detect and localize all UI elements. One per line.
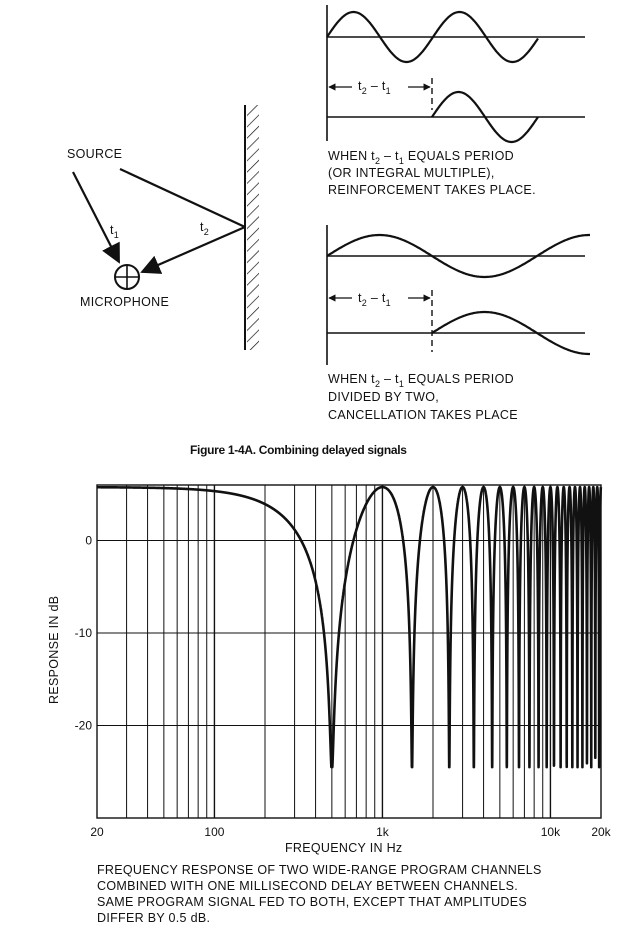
x-tick-label: 1k	[376, 825, 390, 839]
y-tick-label: -20	[75, 719, 93, 733]
reinforce-interval-label: t2 – t1	[358, 79, 391, 96]
direct-path-arrow	[72, 171, 120, 264]
chart-y-axis-label: RESPONSE IN dB	[47, 596, 61, 704]
cancel-caption-line2: DIVIDED BY TWO,	[328, 390, 439, 404]
reinforce-caption-line3: REINFORCEMENT TAKES PLACE.	[328, 183, 536, 197]
reinforce-wave-direct	[326, 10, 539, 64]
chart-y-tick-labels: 0 -10 -20	[75, 534, 93, 733]
cancel-wave-delayed	[431, 310, 590, 356]
geometry-diagram: SOURCE MICROPHONE t1 t2	[67, 105, 259, 350]
y-tick-label: 0	[85, 534, 92, 548]
chart-note-line2: COMBINED WITH ONE MILLISECOND DELAY BETW…	[97, 879, 518, 893]
figure-caption: Figure 1-4A. Combining delayed signals	[190, 443, 407, 457]
chart-note-line3: SAME PROGRAM SIGNAL FED TO BOTH, EXCEPT …	[97, 895, 527, 909]
frequency-chart: 20 100 1k 10k 20k 0 -10 -20 FREQUENCY IN Hz RE…	[47, 484, 612, 855]
x-tick-label: 20k	[591, 825, 611, 839]
reflecting-wall-hatch	[247, 105, 259, 350]
chart-note-line1: FREQUENCY RESPONSE OF TWO WIDE-RANGE PRO…	[97, 863, 542, 877]
chart-x-axis-label: FREQUENCY IN Hz	[285, 841, 402, 855]
t1-label: t1	[110, 223, 119, 240]
source-label: SOURCE	[67, 147, 122, 161]
x-tick-label: 100	[204, 825, 224, 839]
cancel-interval-label: t2 – t1	[358, 291, 391, 308]
response-curve	[95, 485, 603, 769]
x-tick-label: 20	[90, 825, 104, 839]
reinforce-wave-delayed	[431, 90, 539, 144]
cancel-wave-direct	[326, 233, 590, 279]
y-tick-label: -10	[75, 626, 93, 640]
reflected-path-incident	[119, 168, 246, 228]
chart-note-line4: DIFFER BY 0.5 dB.	[97, 911, 210, 925]
microphone-icon	[114, 264, 140, 290]
reinforcement-waves: t2 – t1 WHEN t2 – t1 EQUALS PERIOD (OR I…	[326, 5, 585, 197]
reinforce-caption-line1: WHEN t2 – t1 EQUALS PERIOD	[328, 149, 514, 166]
reinforce-caption-line2: (OR INTEGRAL MULTIPLE),	[328, 166, 495, 180]
cancel-caption-line1: WHEN t2 – t1 EQUALS PERIOD	[328, 372, 514, 389]
microphone-label: MICROPHONE	[80, 295, 169, 309]
reflected-path-arrow	[140, 225, 246, 274]
cancel-caption-line3: CANCELLATION TAKES PLACE	[328, 408, 518, 422]
chart-plot-area	[96, 484, 602, 819]
x-tick-label: 10k	[541, 825, 561, 839]
t2-label: t2	[200, 220, 209, 237]
chart-note: FREQUENCY RESPONSE OF TWO WIDE-RANGE PRO…	[97, 863, 542, 925]
chart-x-tick-labels: 20 100 1k 10k 20k	[90, 825, 611, 839]
cancellation-waves: t2 – t1 WHEN t2 – t1 EQUALS PERIOD DIVID…	[326, 225, 590, 422]
